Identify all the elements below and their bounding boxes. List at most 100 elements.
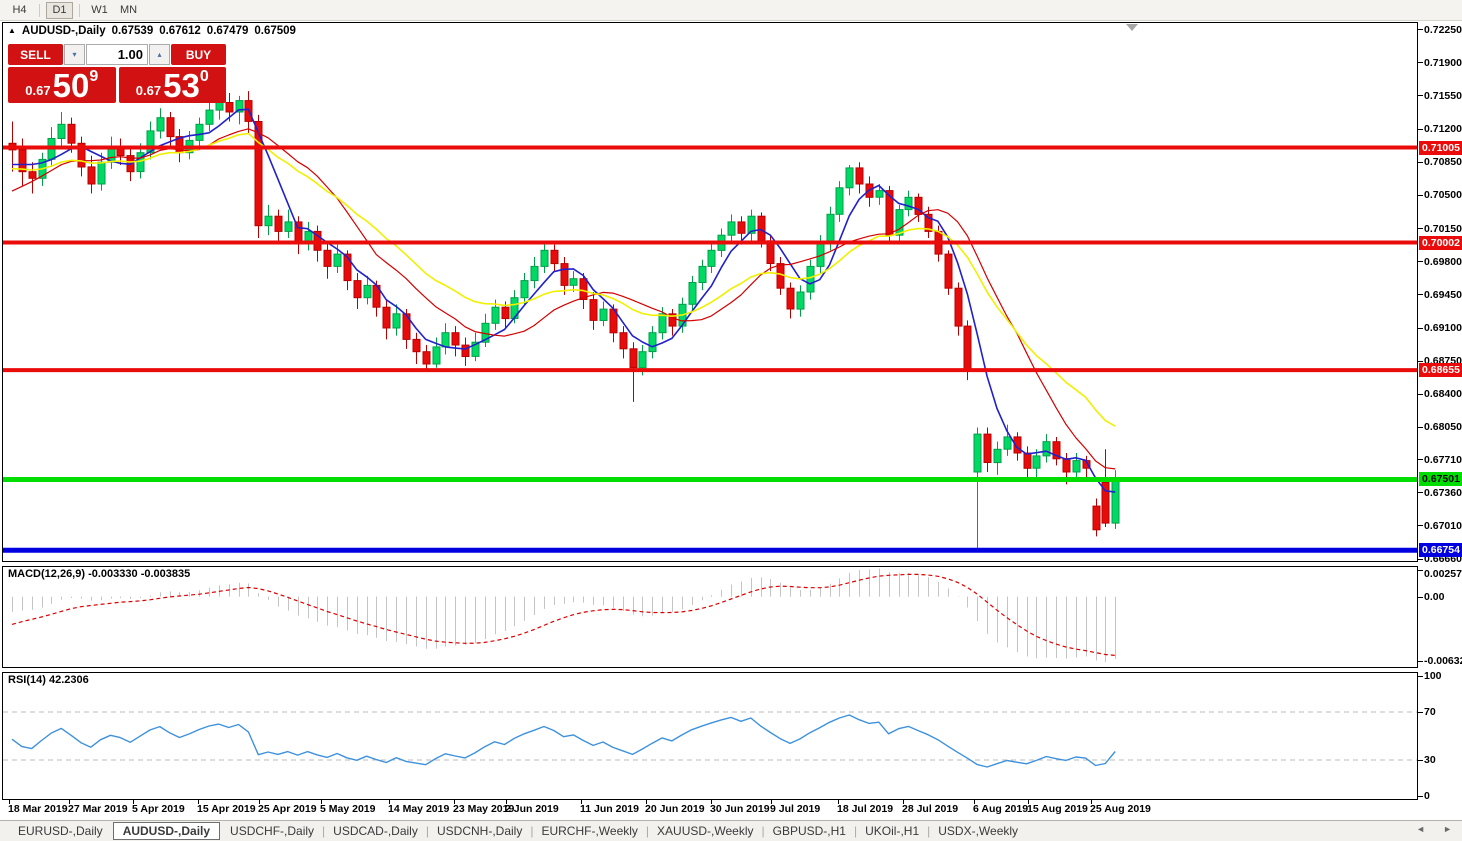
- ask-price-sup: 0: [199, 68, 209, 85]
- date-axis-tick: [198, 800, 199, 804]
- price-line-badge: 0.66754: [1419, 543, 1462, 557]
- price-axis-label: 0.70500: [1424, 189, 1462, 201]
- chart-tab-usdx-weekly[interactable]: USDX-,Weekly: [938, 824, 1019, 838]
- price-axis-label: 0.69100: [1424, 322, 1462, 334]
- chart-tab-usdcnh-daily[interactable]: USDCNH-,Daily: [436, 824, 523, 838]
- price-axis-label: 0.67010: [1424, 520, 1462, 532]
- volume-increase-button[interactable]: ▴: [149, 44, 170, 65]
- toolbar-separator: [39, 3, 40, 17]
- tab-scroll-right-icon[interactable]: ►: [1443, 824, 1452, 834]
- bid-price-big: 50: [52, 67, 90, 104]
- chart-tab-usdchf-daily[interactable]: USDCHF-,Daily: [230, 824, 315, 838]
- price-axis-tick: [1418, 29, 1423, 30]
- ask-price-display[interactable]: 0.67 53 0: [118, 67, 226, 104]
- tab-scroll-left-icon[interactable]: ◄: [1416, 824, 1426, 834]
- bid-price-prefix: 0.67: [25, 83, 51, 98]
- moving-average-lines: [11, 108, 1116, 493]
- chart-tab-eurusd-daily[interactable]: EURUSD-,Daily: [18, 824, 103, 838]
- date-axis-label: 14 May 2019: [388, 803, 450, 815]
- price-axis-tick: [1418, 525, 1423, 526]
- date-axis-label: 18 Jul 2019: [837, 803, 894, 815]
- horizontal-level-lines[interactable]: [3, 145, 1417, 553]
- date-axis-tick: [1028, 800, 1029, 804]
- timeframe-button-h4[interactable]: H4: [12, 4, 27, 16]
- price-axis-tick: [1418, 261, 1423, 262]
- price-axis-label: 0.68400: [1424, 388, 1462, 400]
- timeframe-button-mn[interactable]: MN: [119, 4, 138, 16]
- date-axis-tick: [9, 800, 10, 804]
- ask-price-big: 53: [163, 67, 200, 104]
- price-axis-label: 0.71200: [1424, 123, 1462, 135]
- price-axis-tick: [1418, 129, 1423, 130]
- price-axis-label: 0.70150: [1424, 223, 1462, 235]
- tab-separator: |: [853, 824, 858, 838]
- macd-canvas[interactable]: [2, 566, 1418, 668]
- macd-axis-label: 0.002574: [1424, 568, 1462, 580]
- collapse-trade-panel-icon[interactable]: ▲: [8, 25, 16, 35]
- ohlc-low: 0.67479: [206, 25, 249, 37]
- date-axis-label: 30 Jun 2019: [710, 803, 770, 815]
- date-axis-tick: [771, 800, 772, 804]
- rsi-axis-tick: [1418, 712, 1423, 713]
- rsi-axis-label: 100: [1424, 670, 1442, 682]
- symbol-title: AUDUSD-,Daily: [21, 25, 106, 37]
- tab-separator: |: [530, 824, 534, 838]
- main-chart-canvas[interactable]: [2, 22, 1418, 562]
- tab-scroll-arrows: ◄ ►: [1416, 824, 1452, 834]
- rsi-label: RSI(14): [8, 674, 46, 686]
- rsi-axis-tick: [1418, 760, 1423, 761]
- price-axis-tick: [1418, 195, 1423, 196]
- date-axis-label: 5 May 2019: [320, 803, 376, 815]
- chart-tab-gbpusd-h1[interactable]: GBPUSD-,H1: [772, 824, 846, 838]
- chart-tab-xauusd-weekly[interactable]: XAUUSD-,Weekly: [657, 824, 754, 838]
- volume-decrease-button[interactable]: ▾: [64, 44, 85, 65]
- ohlc-close: 0.67509: [254, 25, 296, 37]
- bid-price-sup: 9: [89, 68, 99, 85]
- macd-histogram: [12, 568, 1116, 663]
- rsi-axis-tick: [1418, 796, 1423, 797]
- buy-button[interactable]: BUY: [171, 44, 226, 65]
- chart-shift-marker-icon[interactable]: [1126, 24, 1138, 31]
- tab-separator: |: [761, 824, 765, 838]
- macd-values: -0.003330 -0.003835: [88, 568, 191, 580]
- price-axis-tick: [1418, 95, 1423, 96]
- timeframe-button-d1[interactable]: D1: [46, 1, 73, 19]
- tab-separator: |: [645, 824, 650, 838]
- price-axis-label: 0.71550: [1424, 90, 1462, 102]
- date-axis-label: 25 Aug 2019: [1090, 803, 1151, 815]
- ask-price-prefix: 0.67: [135, 83, 162, 98]
- date-axis-tick: [389, 800, 390, 804]
- rsi-value: 42.2306: [48, 674, 89, 686]
- chart-tab-eurchf-weekly[interactable]: EURCHF-,Weekly: [541, 824, 638, 838]
- date-axis-tick: [259, 800, 260, 804]
- macd-axis-tick: [1418, 570, 1423, 571]
- volume-input[interactable]: [86, 44, 148, 65]
- ohlc-high: 0.67612: [159, 25, 201, 37]
- tab-separator: |: [425, 824, 429, 838]
- sell-button[interactable]: SELL: [8, 44, 63, 65]
- price-axis-label: 0.67360: [1424, 487, 1462, 499]
- chart-tab-ukoil-h1[interactable]: UKOil-,H1: [865, 824, 920, 838]
- price-axis-tick: [1418, 162, 1423, 163]
- bid-price-display[interactable]: 0.67 50 9: [8, 67, 116, 103]
- price-axis-label: 0.69450: [1424, 289, 1462, 301]
- rsi-axis-label: 30: [1424, 754, 1436, 766]
- date-axis-label: 25 Apr 2019: [258, 803, 317, 815]
- date-axis-tick: [838, 800, 839, 804]
- price-axis-tick: [1418, 427, 1423, 428]
- macd-axis-label: -0.006326: [1424, 655, 1462, 667]
- date-axis-label: 18 Mar 2019: [8, 803, 68, 815]
- chart-tab-audusd-daily[interactable]: AUDUSD-,Daily: [112, 822, 221, 840]
- date-axis-tick: [1091, 800, 1092, 804]
- chart-tab-usdcad-daily[interactable]: USDCAD-,Daily: [333, 824, 418, 838]
- rsi-canvas[interactable]: [2, 672, 1418, 800]
- date-axis-label: 11 Jun 2019: [580, 803, 639, 815]
- chart-tab-bar: EURUSD-,Daily AUDUSD-,Daily USDCHF-,Daily |…: [0, 820, 1462, 841]
- date-axis-tick: [454, 800, 455, 804]
- date-axis-label: 28 Jul 2019: [902, 803, 959, 815]
- timeframe-button-w1[interactable]: W1: [91, 4, 108, 16]
- tab-separator: |: [322, 824, 326, 838]
- macd-axis-tick: [1418, 661, 1423, 662]
- date-axis-tick: [506, 800, 507, 804]
- price-axis-tick: [1418, 492, 1423, 493]
